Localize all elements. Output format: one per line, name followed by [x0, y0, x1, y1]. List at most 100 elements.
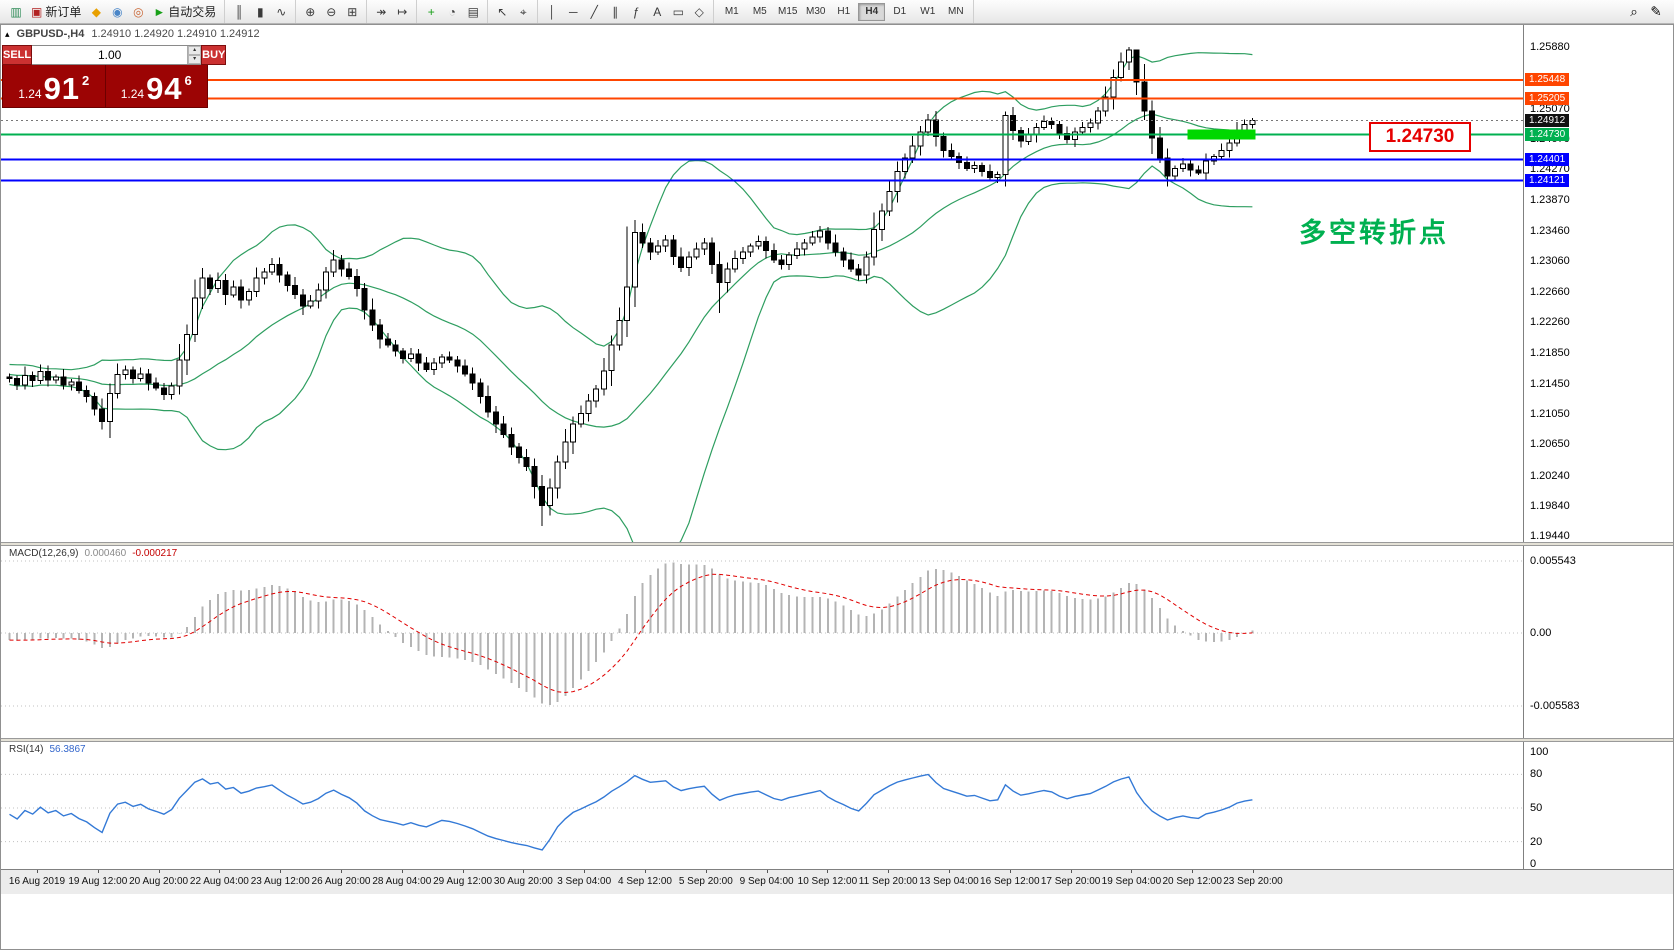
price-tick-label: 1.23870: [1530, 193, 1570, 206]
zoom-in-icon[interactable]: ⊕: [300, 2, 320, 21]
macd-name: MACD(12,26,9): [9, 548, 79, 559]
text-icon: A: [653, 4, 662, 19]
time-tick: [97, 870, 99, 873]
ohlc-bars-icon[interactable]: ║: [229, 2, 249, 21]
horizontal-line-icon[interactable]: ─: [563, 2, 583, 21]
price-tick-label: 1.23460: [1530, 224, 1570, 237]
autotrading-button-label: 自动交易: [168, 5, 217, 19]
shapes-icon[interactable]: ◇: [689, 2, 709, 21]
time-tick-label: 16 Sep 12:00: [980, 876, 1040, 887]
one-click-collapse-icon[interactable]: ▴: [5, 28, 10, 39]
chart-type-group: ║ ▮ ∿: [225, 0, 297, 23]
price-tick-label: 1.23060: [1530, 255, 1570, 268]
macd-panel[interactable]: MACD(12,26,9) 0.000460 -0.000217: [1, 546, 1523, 738]
autotrading-button[interactable]: ► 自动交易: [149, 2, 220, 21]
label-icon[interactable]: ▭: [668, 2, 688, 21]
zoom-group: ⊕ ⊖ ⊞: [296, 0, 368, 23]
tile-windows-icon[interactable]: ⊞: [342, 2, 362, 21]
trendline-icon[interactable]: ╱: [584, 2, 604, 21]
rsi-panel[interactable]: RSI(14) 56.3867: [1, 742, 1523, 869]
timeframe-m1-button[interactable]: M1: [718, 3, 745, 21]
fibonacci-icon[interactable]: ƒ: [626, 2, 646, 21]
vertical-line-icon[interactable]: │: [542, 2, 562, 21]
profile-icon[interactable]: ◉: [107, 2, 127, 21]
buy-price-button[interactable]: 1.24 94 6: [106, 65, 208, 107]
line-chart-icon[interactable]: ∿: [271, 2, 291, 21]
panel-divider-2[interactable]: [1, 738, 1673, 742]
time-tick: [888, 870, 890, 873]
terminal-icon[interactable]: ▥: [6, 2, 26, 21]
indicator-group: + ◔ ▤: [417, 0, 489, 23]
macd-main-value: 0.000460: [84, 548, 127, 559]
timeframe-m30-button[interactable]: M30: [802, 3, 829, 21]
timeframe-d1-button[interactable]: D1: [886, 3, 913, 21]
rsi-canvas[interactable]: [1, 742, 1523, 869]
add-indicator-icon[interactable]: +: [421, 2, 441, 21]
zoom-out-icon: ⊖: [326, 4, 337, 19]
depth-of-market-icon[interactable]: ◆: [86, 2, 106, 21]
chart-ohlc-values: 1.24910 1.24920 1.24910 1.24912: [91, 28, 260, 40]
time-tick: [1070, 870, 1072, 873]
rsi-scale-label: 100: [1530, 746, 1549, 758]
sell-tab-button[interactable]: SELL: [2, 45, 33, 65]
chart-shift-icon[interactable]: ↦: [392, 2, 412, 21]
time-tick: [1009, 870, 1011, 873]
ohlc-bars-icon: ║: [235, 4, 244, 19]
time-tick: [523, 870, 525, 873]
time-tick-label: 4 Sep 12:00: [618, 876, 672, 887]
rsi-label: RSI(14) 56.3867: [9, 744, 86, 755]
macd-canvas[interactable]: [1, 546, 1523, 738]
main-chart-panel[interactable]: ▴ GBPUSD-,H4 1.24910 1.24920 1.24910 1.2…: [1, 25, 1523, 542]
timeframe-m5-button[interactable]: M5: [746, 3, 773, 21]
price-tick-label: 1.21050: [1530, 408, 1570, 421]
autotrading-icon: ►: [153, 4, 166, 19]
auto-scroll-icon[interactable]: ↠: [371, 2, 391, 21]
text-icon[interactable]: A: [647, 2, 667, 21]
crosshair-icon[interactable]: ⌖: [513, 2, 533, 21]
resistance-line-2-badge: 1.25205: [1525, 91, 1570, 105]
cursor-icon[interactable]: ↖: [492, 2, 512, 21]
label-icon: ▭: [672, 4, 684, 19]
price-tick-label: 1.22260: [1530, 316, 1570, 329]
time-tick: [949, 870, 950, 873]
buy-price-big: 94: [146, 71, 183, 106]
timeframe-h1-button[interactable]: H1: [830, 3, 857, 21]
time-tick-label: 26 Aug 20:00: [311, 876, 371, 887]
toolbar: ▥ ▣ 新订单 ◆ ◉ ◎ ► 自动交易 ║ ▮ ∿ ⊕ ⊖ ⊞ ↠ ↦ + ◔ ▤ ↖ ⌖ │ ─ ╱ ∥ ƒ A ▭ ◇ M1 M5 M1…: [0, 0, 1674, 24]
search-icon[interactable]: ⌕: [1624, 2, 1644, 21]
time-tick-label: 23 Aug 12:00: [250, 876, 310, 887]
time-tick: [645, 870, 646, 873]
time-tick-label: 19 Sep 04:00: [1101, 876, 1162, 887]
timeframe-mn-button[interactable]: MN: [942, 3, 969, 21]
toolbar-right: ⌕ ✎: [1624, 2, 1672, 21]
timeframe-h4-button[interactable]: H4: [858, 2, 886, 21]
volume-increase-button[interactable]: ▴: [188, 46, 202, 55]
timeframe-w1-button[interactable]: W1: [914, 3, 941, 21]
rsi-scale-label: 80: [1530, 768, 1543, 781]
rsi-value: 56.3867: [49, 744, 86, 755]
add-indicator-icon: +: [427, 4, 435, 19]
volume-input[interactable]: [32, 46, 188, 64]
one-click-trading-panel: SELL ▴ ▾ BUY 1.24 91 2 1.24: [2, 45, 227, 108]
timeframe-m15-button[interactable]: M15: [774, 3, 801, 21]
zoom-out-icon[interactable]: ⊖: [321, 2, 341, 21]
new-order-button[interactable]: ▣ 新订单: [27, 2, 85, 21]
price-tick-label: 1.21450: [1530, 377, 1570, 390]
channel-icon[interactable]: ∥: [605, 2, 625, 21]
time-tick-label: 5 Sep 20:00: [678, 876, 733, 887]
rsi-scale-label: 20: [1530, 835, 1543, 848]
time-tick-label: 19 Aug 12:00: [68, 876, 128, 887]
volume-decrease-button[interactable]: ▾: [188, 55, 202, 64]
time-tick-label: 9 Sep 04:00: [739, 876, 794, 887]
rsi-scale-label: 50: [1530, 802, 1543, 814]
main-chart-canvas[interactable]: [1, 25, 1523, 542]
community-icon[interactable]: ◎: [128, 2, 148, 21]
panel-divider-1[interactable]: [1, 542, 1673, 546]
periods-icon[interactable]: ◔: [442, 2, 462, 21]
edit-icon[interactable]: ✎: [1646, 2, 1666, 21]
buy-price-pip: 6: [184, 73, 192, 88]
candlestick-icon[interactable]: ▮: [250, 2, 270, 21]
buy-tab-button[interactable]: BUY: [201, 45, 227, 65]
templates-icon[interactable]: ▤: [463, 2, 483, 21]
sell-price-button[interactable]: 1.24 91 2: [3, 65, 105, 107]
